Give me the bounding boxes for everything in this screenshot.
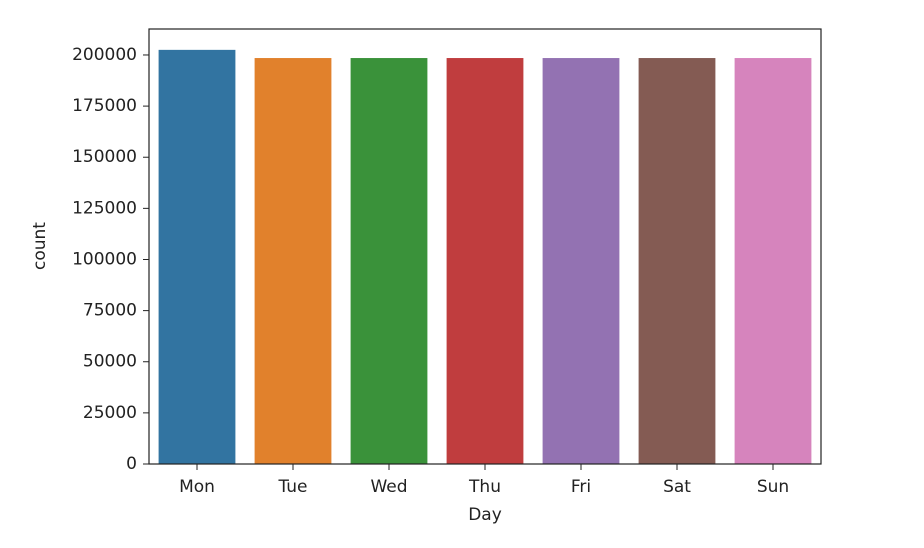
y-tick-label: 25000 — [83, 403, 137, 423]
x-tick-label: Tue — [277, 477, 307, 497]
bar — [542, 58, 620, 465]
plot-frame — [148, 28, 822, 465]
y-tick-label: 50000 — [83, 352, 137, 372]
y-tick-label: 175000 — [72, 96, 137, 116]
y-tick-label: 200000 — [72, 45, 137, 65]
y-axis-label: count — [30, 222, 50, 270]
x-tick-label: Mon — [179, 477, 215, 497]
bar — [350, 58, 428, 465]
bar — [734, 58, 812, 465]
y-tick-label: 150000 — [72, 147, 137, 167]
bar — [158, 49, 236, 465]
y-tick-label: 75000 — [83, 301, 137, 321]
x-tick-label: Sat — [663, 477, 691, 497]
x-tick-label: Fri — [571, 477, 591, 497]
x-tick-label: Thu — [468, 477, 501, 497]
bar — [254, 58, 332, 465]
x-axis-label: Day — [468, 505, 502, 525]
bar — [446, 58, 524, 465]
y-tick-label: 0 — [126, 454, 137, 474]
x-tick-label: Sun — [757, 477, 789, 497]
y-tick-label: 125000 — [72, 198, 137, 218]
y-tick-label: 100000 — [72, 249, 137, 269]
x-tick-label: Wed — [370, 477, 407, 497]
bar — [638, 58, 716, 465]
